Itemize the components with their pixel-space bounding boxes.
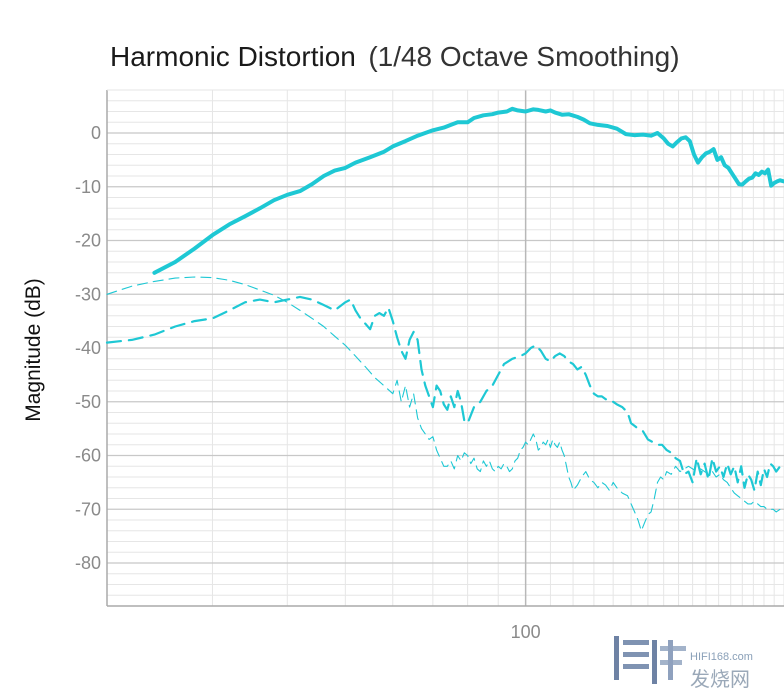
y-tick-label: -20 — [75, 231, 101, 251]
watermark-domain: HIFI168.com — [690, 651, 753, 663]
grid-major — [107, 90, 784, 606]
y-tick-label: -30 — [75, 284, 101, 304]
series-layer — [105, 106, 784, 532]
series-line-dashed-thin — [106, 276, 784, 532]
y-tick-labels: 0 -10 -20 -30 -40 -50 -60 -70 -80 — [75, 123, 101, 573]
y-tick-label: -10 — [75, 177, 101, 197]
x-tick-label: 100 — [511, 622, 541, 642]
chart-subtitle: (1/48 Octave Smoothing) — [368, 41, 679, 72]
y-tick-label: 0 — [91, 123, 101, 143]
y-tick-label: -70 — [75, 499, 101, 519]
y-tick-label: -80 — [75, 553, 101, 573]
y-tick-label: -40 — [75, 338, 101, 358]
x-tick-labels: 100 — [511, 622, 541, 642]
series-line-fundamental — [152, 106, 784, 275]
series-line-dashed — [105, 295, 784, 492]
axes — [106, 89, 784, 607]
watermark: HIFI168.com 发烧网 — [614, 636, 753, 691]
watermark-chinese: 发烧网 — [690, 667, 750, 691]
y-axis-label: Magnitude (dB) — [22, 278, 45, 422]
chart-title-main: Harmonic Distortion — [110, 41, 356, 72]
grid-minor — [106, 89, 784, 607]
chart-title: Harmonic Distortion (1/48 Octave Smoothi… — [110, 41, 680, 72]
y-tick-label: -50 — [75, 392, 101, 412]
watermark-logo-icon — [614, 636, 686, 684]
y-tick-label: -60 — [75, 446, 101, 466]
